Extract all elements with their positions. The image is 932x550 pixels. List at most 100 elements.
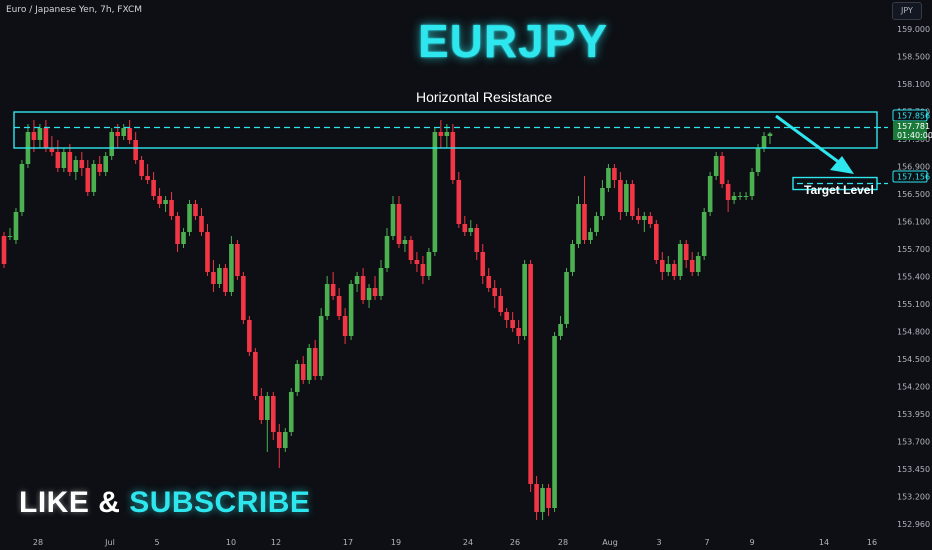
- candle: [265, 392, 270, 452]
- candle: [570, 240, 575, 276]
- y-tick-label: 158.100: [897, 80, 930, 89]
- y-tick-label: 156.100: [897, 218, 930, 227]
- x-tick-label: 7: [704, 538, 709, 547]
- candle: [103, 152, 109, 176]
- candle: [450, 124, 456, 184]
- candle: [121, 124, 126, 140]
- candle: [486, 268, 492, 292]
- x-tick-label: 10: [226, 538, 236, 547]
- amp-text: &: [98, 486, 121, 519]
- candle: [582, 176, 587, 244]
- candle: [546, 484, 551, 516]
- candle: [510, 312, 515, 332]
- candle: [79, 152, 85, 176]
- y-tick-label: 153.450: [897, 465, 930, 474]
- candle: [390, 196, 396, 240]
- candle: [324, 276, 330, 320]
- candle: [330, 272, 336, 300]
- candle: [354, 272, 360, 292]
- candle: [253, 348, 258, 400]
- svg-text:157.856: 157.856: [897, 112, 930, 121]
- candle: [276, 424, 282, 468]
- y-tick-label: 154.200: [897, 383, 930, 392]
- candle: [725, 180, 731, 212]
- candle: [576, 196, 581, 248]
- y-tick-label: 154.500: [897, 355, 930, 364]
- candle: [767, 132, 773, 144]
- candle: [731, 192, 737, 204]
- y-tick-label: 155.700: [897, 245, 930, 254]
- currency-button[interactable]: JPY: [892, 2, 922, 20]
- candle: [199, 208, 204, 236]
- candle: [564, 268, 569, 328]
- y-tick-label: 155.400: [897, 273, 930, 282]
- candle: [713, 152, 719, 180]
- y-tick-label: 152.960: [897, 520, 930, 529]
- candle: [594, 212, 599, 236]
- candle: [247, 316, 252, 356]
- candle: [408, 236, 414, 264]
- y-tick-label: 153.950: [897, 410, 930, 419]
- candle: [426, 248, 432, 280]
- candle: [187, 200, 192, 236]
- candle: [31, 120, 37, 152]
- candle: [462, 216, 468, 236]
- candle: [558, 316, 563, 340]
- like-subscribe-banner: LIKE & SUBSCRIBE: [19, 486, 310, 520]
- candle: [402, 236, 408, 252]
- candle: [659, 252, 665, 280]
- x-tick-label: 17: [343, 538, 353, 547]
- y-tick-label: 156.900: [897, 163, 930, 172]
- candle: [97, 156, 103, 176]
- candle: [127, 120, 132, 144]
- candle: [677, 240, 683, 280]
- candle: [438, 120, 444, 148]
- candle: [25, 124, 31, 168]
- candle: [606, 164, 611, 192]
- candle: [630, 180, 635, 220]
- target-arrow: [775, 114, 854, 174]
- candle: [743, 192, 749, 200]
- candle: [372, 276, 378, 300]
- candle: [145, 164, 150, 184]
- candle: [85, 160, 91, 196]
- candle: [91, 160, 97, 196]
- candle: [229, 236, 234, 296]
- candle: [175, 212, 180, 252]
- candle: [181, 228, 186, 248]
- candle: [13, 208, 19, 244]
- candle: [282, 428, 288, 452]
- price-label: 157.781: [893, 121, 930, 131]
- candle: [217, 264, 222, 288]
- candle: [689, 252, 695, 276]
- candle: [49, 136, 55, 156]
- price-axis[interactable]: 159.000158.500158.100157.700157.300156.9…: [897, 25, 930, 529]
- candle: [139, 156, 144, 180]
- x-tick-label: 14: [819, 538, 829, 547]
- x-tick-label: 28: [33, 538, 43, 547]
- candle: [534, 476, 539, 520]
- candle: [19, 160, 25, 216]
- candle: [205, 224, 210, 276]
- candle: [241, 272, 246, 324]
- candle: [761, 132, 767, 152]
- candle: [193, 200, 198, 220]
- candle: [306, 344, 312, 384]
- candle: [109, 128, 115, 160]
- y-tick-label: 156.500: [897, 190, 930, 199]
- candle: [504, 308, 509, 328]
- candle: [300, 356, 306, 384]
- candle: [648, 212, 653, 228]
- candle: [336, 288, 342, 320]
- candle: [719, 152, 725, 188]
- candle: [701, 208, 707, 260]
- time-axis[interactable]: 28 Jul 5 10 12 17 19 24 26 28 Aug 3 7 9 14 16: [33, 538, 877, 547]
- candle: [157, 188, 162, 208]
- candle: [432, 128, 438, 256]
- svg-text:157.156: 157.156: [897, 173, 930, 182]
- candle: [636, 208, 641, 224]
- candle: [671, 260, 677, 280]
- candle: [480, 244, 486, 284]
